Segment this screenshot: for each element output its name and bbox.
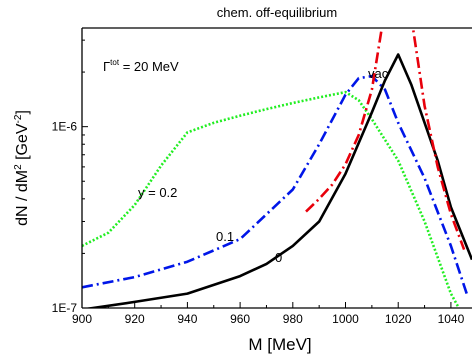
x-tick-label: 1020 <box>385 312 412 326</box>
series-label-y-0-2: y = 0.2 <box>138 185 177 200</box>
x-tick-label: 1000 <box>332 312 359 326</box>
series-label-0-1: 0.1 <box>216 229 234 244</box>
series-line-vac <box>305 28 466 251</box>
series-line-0-1 <box>82 74 468 295</box>
y-axis-label-close: ] <box>14 110 31 114</box>
x-axis-label: M [MeV] <box>248 335 311 354</box>
x-tick-label: 1040 <box>438 312 465 326</box>
series-line-0 <box>83 53 472 308</box>
x-tick-label: 960 <box>230 312 250 326</box>
x-tick-label: 980 <box>283 312 303 326</box>
chart-title: chem. off-equilibrium <box>217 5 337 20</box>
series-label-0: 0 <box>275 250 282 265</box>
y-tick-label: 1E-6 <box>52 120 78 134</box>
y-axis-label: dN / dM2 [GeV-2] <box>13 110 31 226</box>
y-axis-label-sup1: 2 <box>13 164 24 170</box>
series-layer <box>82 28 472 308</box>
y-tick-label: 1E-7 <box>52 301 78 315</box>
gamma-annotation: Γtot = 20 MeV <box>103 58 179 74</box>
x-tick-label: 940 <box>177 312 197 326</box>
gamma-value: = 20 MeV <box>119 59 179 74</box>
series-label-vac: vac <box>368 66 389 81</box>
y-axis-label-unit: [GeV <box>14 123 31 164</box>
x-tick-label: 900 <box>72 312 92 326</box>
gamma-symbol: Γ <box>103 59 110 74</box>
y-axis-label-sup2: -2 <box>13 114 24 123</box>
x-tick-label: 920 <box>125 312 145 326</box>
y-axis-label-main: dN / dM <box>14 170 31 226</box>
gamma-superscript: tot <box>110 58 120 67</box>
